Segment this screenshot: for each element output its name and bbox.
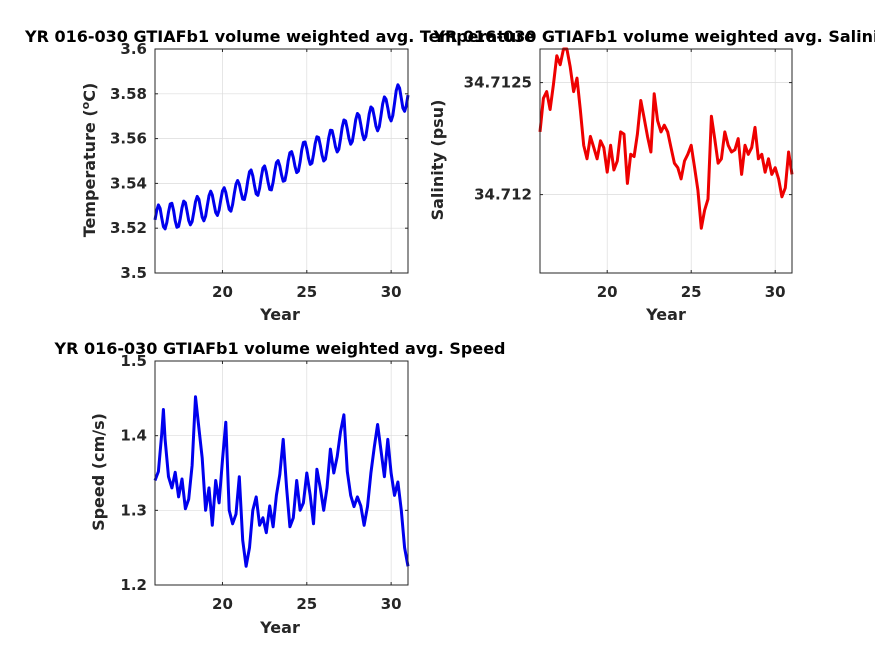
temperature-xtick-label: 25 (296, 283, 317, 301)
temperature-ytick-label: 3.56 (110, 130, 147, 148)
temperature-xlabel: Year (259, 305, 300, 324)
speed-xtick-label: 20 (212, 595, 233, 613)
speed-panel: 20 25 30 1.2 1.3 1.4 1.5 YR 016-030 GTIAFb1 vo… (53, 339, 505, 637)
speed-xtick-label: 25 (296, 595, 317, 613)
speed-chart-title: YR 016-030 GTIAFb1 volume weighted avg. … (53, 339, 505, 358)
salinity-ytick-label: 34.7125 (464, 74, 532, 92)
temperature-ytick-label: 3.58 (110, 85, 147, 103)
speed-xlabel: Year (259, 618, 300, 637)
temperature-ytick-label: 3.52 (110, 219, 147, 237)
temperature-ylabel: Temperature (oC) (79, 83, 100, 238)
temperature-xtick-label: 20 (212, 283, 233, 301)
temperature-axes-frame (154, 48, 409, 274)
speed-ytick-label: 1.2 (120, 576, 147, 594)
salinity-xtick-label: 30 (765, 283, 786, 301)
temperature-xtick-label: 30 (381, 283, 402, 301)
speed-ytick-label: 1.4 (120, 427, 147, 445)
speed-series-line (153, 395, 410, 568)
temperature-ytick-label: 3.6 (120, 40, 147, 58)
speed-ytick-label: 1.3 (120, 501, 147, 519)
salinity-series-line (538, 47, 794, 230)
salinity-axes-frame (539, 48, 793, 274)
salinity-xlabel: Year (645, 305, 686, 324)
temperature-ytick-label: 3.5 (120, 264, 147, 282)
speed-ylabel: Speed (cm/s) (89, 413, 108, 531)
salinity-ytick-label: 34.712 (474, 186, 532, 204)
salinity-panel: 20 25 30 34.712 34.7125 YR 016-030 GTIAFb1 v… (428, 27, 875, 324)
temperature-ytick-label: 3.54 (110, 174, 147, 192)
salinity-chart-title: YR 016-030 GTIAFb1 volume weighted avg. … (432, 27, 875, 46)
salinity-xtick-label: 20 (597, 283, 618, 301)
temperature-panel: 20 25 30 3.5 3.52 3.54 3.56 3.58 3.6 YR 016-030 … (24, 27, 535, 324)
temperature-series-line (153, 83, 410, 231)
speed-ytick-label: 1.5 (120, 352, 147, 370)
speed-axes-frame (154, 360, 409, 586)
salinity-ylabel: Salinity (psu) (428, 100, 447, 221)
speed-xtick-label: 30 (381, 595, 402, 613)
salinity-xtick-label: 25 (681, 283, 702, 301)
temperature-chart-title: YR 016-030 GTIAFb1 volume weighted avg. … (24, 27, 535, 46)
